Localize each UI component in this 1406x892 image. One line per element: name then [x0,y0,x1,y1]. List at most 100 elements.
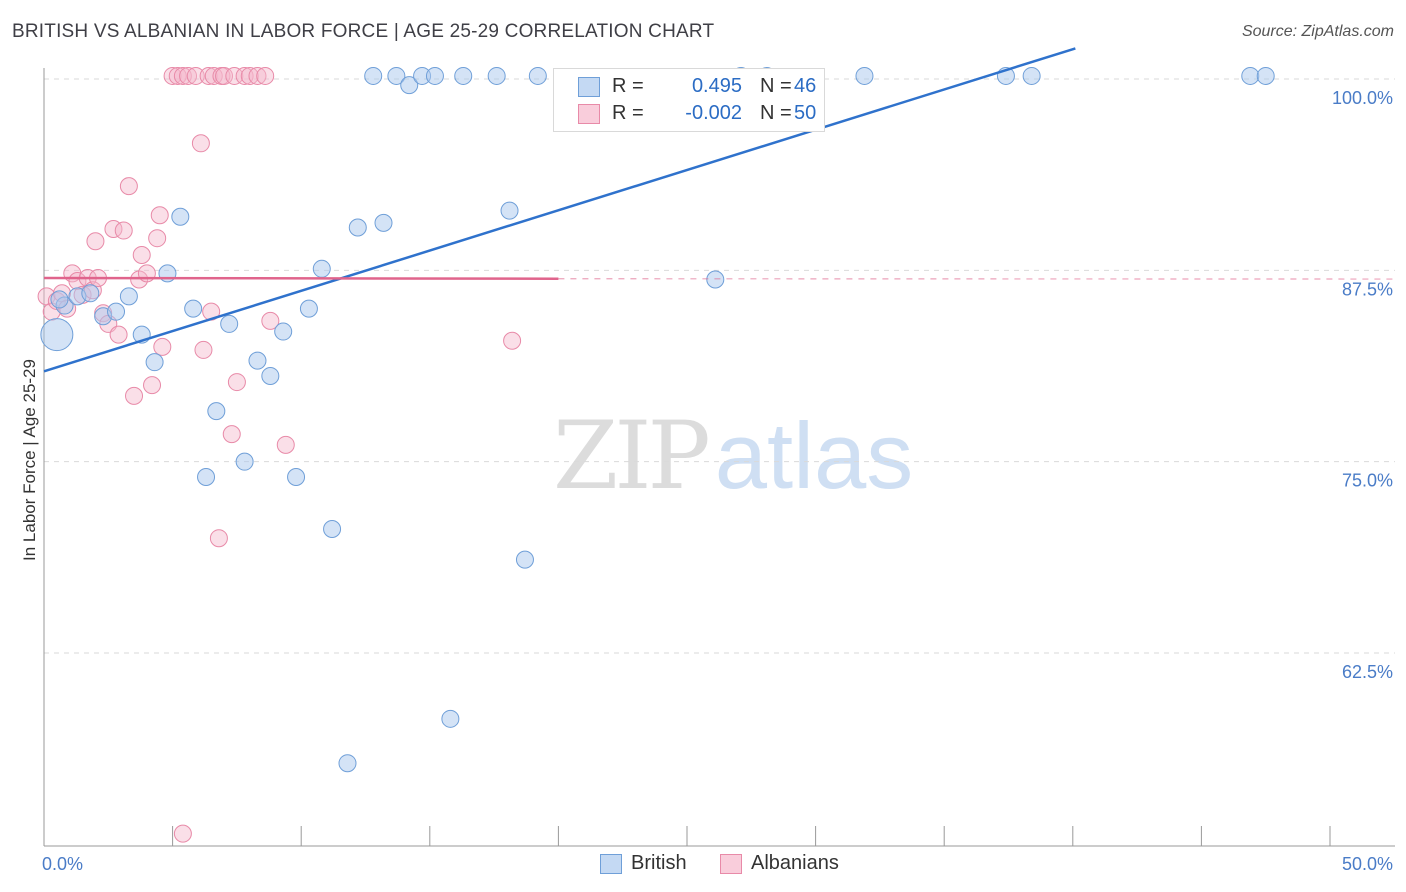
british-point [1256,66,1275,85]
british-point [500,201,519,220]
albanian-point [194,340,213,359]
british-point [171,207,190,226]
albanian-point [209,529,228,548]
british-point [274,322,293,341]
british-point [81,284,100,303]
british-point [287,467,306,486]
albanian-legend-swatch [720,854,742,874]
x-tick-label: 50.0% [1342,854,1393,874]
albanian-point [225,66,244,85]
albanian-trend-line [43,276,559,281]
albanian-point [248,66,267,85]
british-point [338,754,357,773]
british-point [364,66,383,85]
albanian-point [132,246,151,265]
watermark-zip: ZIP [553,402,711,511]
albanian-point [179,66,198,85]
british-points [40,66,1275,773]
albanian-n-label: N = [760,102,792,124]
watermark-atlas: atlas [714,403,914,508]
british-point [119,287,138,306]
british-point [220,314,239,333]
albanian-point [114,221,133,240]
british-n-label: N = [760,75,792,97]
y-tick-label: 87.5% [1342,279,1393,299]
british-point [323,520,342,539]
british-point [50,290,69,309]
albanian-point [503,331,522,350]
british-point [40,318,74,352]
tick-labels: 100.0% 87.5% 75.0% 62.5% 0.0% 50.0% [42,88,1393,874]
y-tick-label: 75.0% [1342,471,1393,491]
albanian-point [215,66,234,85]
british-point [107,302,126,321]
albanian-point [150,206,169,225]
british-r-value: 0.495 [691,75,742,97]
british-point [487,66,506,85]
british-point [387,66,406,85]
british-point [235,452,254,471]
british-point [425,66,444,85]
british-n-value: 46 [794,75,817,97]
british-point [348,218,367,237]
albanian-point [222,425,241,444]
source-label: Source: ZipAtlas.com [1241,23,1394,40]
albanian-point [86,232,105,251]
british-point [400,76,419,95]
albanian-point [119,177,138,196]
y-tick-label: 100.0% [1332,88,1393,108]
albanian-r-value: -0.002 [685,102,742,124]
british-point [1022,66,1041,85]
british-point [515,550,534,569]
british-point [312,259,331,278]
albanian-point [186,66,205,85]
british-legend-label: British [631,852,687,874]
y-tick-label: 62.5% [1342,662,1393,682]
british-point [374,213,393,232]
british-point [197,467,216,486]
albanian-point [109,325,128,344]
british-point [855,66,874,85]
british-swatch [578,77,600,97]
grid-lines [44,78,1395,654]
albanian-point [148,229,167,248]
albanian-swatch [578,104,600,124]
albanian-point [240,66,259,85]
british-point [528,66,547,85]
albanian-point [235,66,254,85]
british-point [207,402,226,421]
chart-title: BRITISH VS ALBANIAN IN LABOR FORCE | AGE… [12,21,715,42]
british-point [441,709,460,728]
british-legend-swatch [600,854,622,874]
trend-lines [43,47,1396,373]
british-point [184,299,203,318]
albanian-point [191,134,210,153]
albanian-point [163,66,182,85]
albanian-n-value: 50 [794,102,817,124]
albanian-point [153,337,172,356]
albanian-point [261,311,280,330]
british-point [145,353,164,372]
albanian-point [276,435,295,454]
british-point [706,270,725,289]
albanian-r-label: R = [612,102,644,124]
british-point [299,299,318,318]
albanian-point [173,824,192,843]
british-point [248,351,267,370]
albanian-point [125,386,144,405]
albanian-legend-label: Albanians [751,852,839,874]
british-r-label: R = [612,75,644,97]
british-point [1241,66,1260,85]
axes [43,68,1395,847]
x-tick-label: 0.0% [42,854,83,874]
albanian-point [256,66,275,85]
albanian-point [199,66,218,85]
albanian-point [173,66,192,85]
correlation-legend: R = 0.495 N = 46 R = -0.002 N = 50 [553,68,825,132]
albanian-point [204,66,223,85]
albanian-point [143,376,162,395]
albanian-point [227,373,246,392]
british-point [454,66,473,85]
albanian-point [168,66,187,85]
